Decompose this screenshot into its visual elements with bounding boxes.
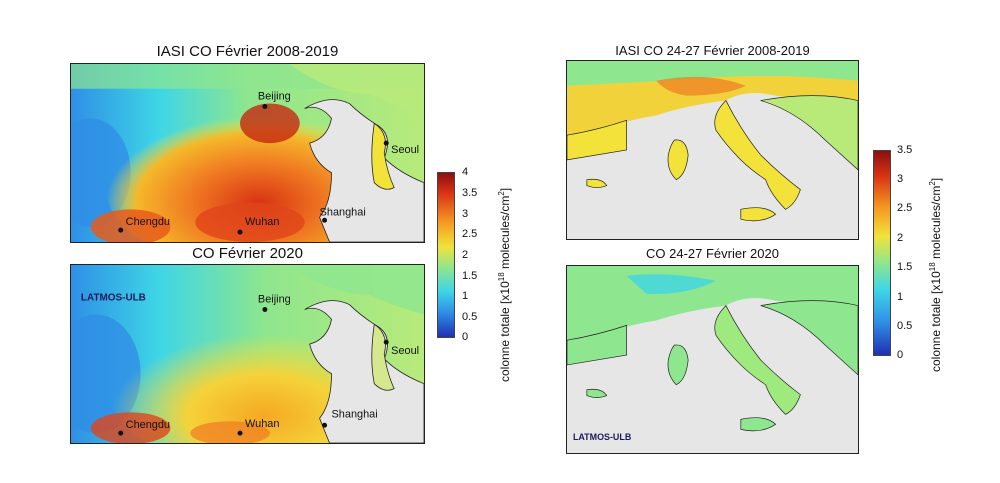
city-label-beijing-2020: Beijing (258, 294, 291, 306)
italy-bottom-title: CO 24-27 Février 2020 (646, 246, 779, 261)
city-label-seoul-2020: Seoul (391, 345, 419, 357)
china-top-title: IASI CO Février 2008-2019 (156, 43, 339, 60)
city-marker-shanghai (322, 217, 328, 223)
italy-cbar-tick: 3.5 (897, 144, 913, 156)
italy-colorbar (873, 150, 891, 356)
china-cbar-tick: 0.5 (462, 311, 478, 323)
city-marker-chengdu-2020 (118, 430, 124, 436)
italy-map-2020: LATMOS-ULB (566, 265, 859, 454)
china-cbar-tick: 4 (462, 166, 469, 178)
italy-cbar-tick: 0.5 (897, 320, 913, 332)
city-marker-seoul (383, 140, 389, 146)
italy-cbar-tick: 0 (897, 349, 904, 361)
italy-colorbar-label: colonne totale [x1018 molecules/cm2] (928, 177, 943, 372)
china-colorbar (437, 172, 455, 338)
china-cbar-tick: 0 (462, 331, 469, 343)
city-label-beijing: Beijing (258, 91, 291, 103)
china-cbar-tick: 3 (462, 208, 469, 220)
city-label-chengdu-2020: Chengdu (126, 419, 170, 431)
china-map-2020: LATMOS-ULB Beijing Seoul Chengdu Wuhan S… (70, 264, 425, 444)
china-map-2008-2019: Beijing Seoul Chengdu Wuhan Shanghai (70, 63, 425, 243)
city-label-shanghai: Shanghai (320, 206, 366, 218)
italy-cbar-tick: 1 (897, 291, 904, 303)
city-marker-wuhan (237, 229, 243, 235)
china-watermark: LATMOS-ULB (81, 293, 146, 304)
city-label-seoul: Seoul (391, 144, 419, 156)
city-marker-chengdu (118, 227, 124, 233)
italy-cbar-tick: 1.5 (897, 261, 913, 273)
italy-map-2008-2019 (566, 60, 859, 240)
china-cbar-tick: 3.5 (462, 187, 478, 199)
city-marker-wuhan-2020 (237, 430, 243, 436)
city-label-wuhan: Wuhan (245, 216, 279, 228)
city-marker-seoul-2020 (383, 339, 389, 345)
italy-cbar-tick: 2.5 (897, 202, 913, 214)
china-cbar-tick: 1.5 (462, 270, 478, 282)
italy-top-title: IASI CO 24-27 Février 2008-2019 (615, 43, 810, 58)
china-colorbar-label: colonne totale [x1018 molecules/cm2] (497, 187, 512, 382)
china-cbar-tick: 2 (462, 249, 469, 261)
china-bottom-title: CO Février 2020 (192, 245, 303, 262)
city-marker-shanghai-2020 (322, 422, 328, 428)
china-cbar-tick: 1 (462, 290, 469, 302)
city-label-wuhan-2020: Wuhan (245, 418, 279, 430)
italy-watermark: LATMOS-ULB (573, 432, 632, 442)
italy-cbar-tick: 3 (897, 173, 904, 185)
italy-cbar-tick: 2 (897, 232, 904, 244)
city-label-chengdu: Chengdu (126, 216, 170, 228)
city-marker-beijing (262, 104, 268, 109)
city-marker-beijing-2020 (262, 307, 268, 312)
china-cbar-tick: 2.5 (462, 228, 478, 240)
city-label-shanghai-2020: Shanghai (332, 408, 378, 420)
